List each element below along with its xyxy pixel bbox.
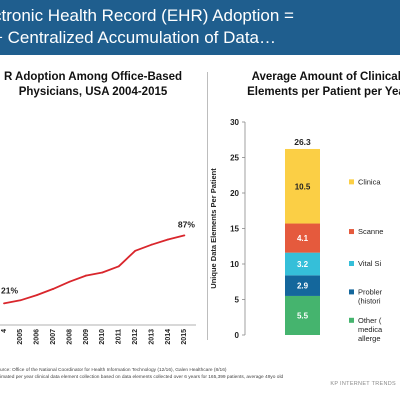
left-chart-title-line1: R Adoption Among Office-Based xyxy=(3,71,183,83)
slide-title-line2: + Centralized Accumulation of Data… xyxy=(0,28,277,47)
x-tick-label-2014: 2014 xyxy=(165,329,172,345)
data-point-2008 xyxy=(68,280,71,283)
legend-swatch-4 xyxy=(349,179,354,185)
x-tick-label-2007: 2007 xyxy=(50,329,57,345)
y-tick-label-25: 25 xyxy=(230,154,239,163)
data-point-2012 xyxy=(134,249,137,252)
ehr-adoption-line xyxy=(3,234,185,305)
right-chart-title-line1: Average Amount of Clinical D xyxy=(251,71,400,83)
footnote-source: urce: Office of the National Coordinator… xyxy=(0,368,227,373)
legend-label-2: Vital Si xyxy=(358,259,382,268)
data-point-2004 xyxy=(3,302,5,305)
ehr-adoption-line-chart: 4 2005 2006 2007 2008 2009 2010 2011 2012 2013 201… xyxy=(0,219,196,345)
data-point-2014 xyxy=(167,238,169,241)
bar-segment-1 xyxy=(285,275,320,296)
footnote-method: imated per year clinical data element co… xyxy=(0,375,284,380)
bar-segment-0 xyxy=(285,295,320,335)
x-tick-label-2006: 2006 xyxy=(34,329,41,345)
x-tick-label-2005: 2005 xyxy=(17,329,24,345)
x-tick-label-2015: 2015 xyxy=(181,329,188,345)
y-axis-title: Unique Data Elements Per Patient xyxy=(209,168,218,289)
bar-segment-4 xyxy=(285,148,320,224)
legend-label-1: Probler xyxy=(358,287,383,296)
legend-label-0: Other ( xyxy=(358,316,382,325)
data-point-2007 xyxy=(52,288,55,290)
data-point-2005 xyxy=(19,299,22,302)
data-point-2006 xyxy=(35,294,38,297)
bar-segment-value-0: 5.5 xyxy=(297,311,309,320)
legend-swatch-1 xyxy=(349,289,354,295)
x-tick-label-2004: 4 xyxy=(1,329,8,333)
data-point-2015 xyxy=(183,234,186,237)
data-point-2011 xyxy=(117,265,120,268)
y-tick-label-15: 15 xyxy=(230,225,239,234)
legend-label-0-line3: allerge xyxy=(358,334,381,343)
footer-brand: KP INTERNET TRENDS xyxy=(330,381,396,387)
right-chart-title: Average Amount of Clinical D Elements pe… xyxy=(222,70,400,100)
legend-swatch-0 xyxy=(349,317,354,323)
slide-title-line1: ctronic Health Record (EHR) Adoption = xyxy=(0,6,294,25)
bar-segment-2 xyxy=(285,252,320,276)
x-tick-label-2013: 2013 xyxy=(148,329,155,345)
data-point-2009 xyxy=(85,274,87,277)
legend-label-0-line2: medica xyxy=(358,325,383,334)
data-point-2013 xyxy=(150,243,153,246)
y-tick-label-30: 30 xyxy=(230,118,239,127)
bar-segment-value-2: 3.2 xyxy=(297,260,309,269)
data-elements-stacked-bar-chart: 0 5 10 15 20 25 30 Unique Data Elements Per Pat… xyxy=(209,118,383,343)
legend-label-4: Clinica xyxy=(358,177,381,186)
x-tick-label-2011: 2011 xyxy=(116,329,123,344)
bar-segment-value-3: 4.1 xyxy=(297,234,309,243)
bar-segment-value-4: 10.5 xyxy=(295,182,311,191)
bar-segment-value-1: 2.9 xyxy=(297,282,309,291)
bar-total-label: 26.3 xyxy=(294,137,311,147)
data-label-2004: 21% xyxy=(1,285,18,295)
left-chart-title: R Adoption Among Office-Based Physicians… xyxy=(0,70,188,100)
legend-swatch-3 xyxy=(349,229,354,235)
chart-divider xyxy=(207,72,208,340)
slide-header: ctronic Health Record (EHR) Adoption = +… xyxy=(0,0,400,55)
legend-swatch-2 xyxy=(349,261,354,266)
x-tick-label-2008: 2008 xyxy=(66,329,73,345)
x-tick-label-2012: 2012 xyxy=(132,329,139,345)
bar-segment-3 xyxy=(285,223,320,253)
y-tick-label-20: 20 xyxy=(230,189,239,198)
x-tick-label-2010: 2010 xyxy=(99,329,106,345)
right-chart-title-line2: Elements per Patient per Year*, xyxy=(247,86,400,98)
legend-label-3: Scanne xyxy=(358,227,383,236)
y-tick-label-0: 0 xyxy=(235,331,240,340)
data-label-2015: 87% xyxy=(178,219,195,229)
data-point-2010 xyxy=(101,271,104,274)
x-tick-label-2009: 2009 xyxy=(83,329,90,345)
left-chart-title-line2: Physicians, USA 2004-2015 xyxy=(18,86,168,98)
y-tick-label-10: 10 xyxy=(230,260,239,269)
legend-label-1-line2: (histori xyxy=(358,296,381,305)
y-tick-label-5: 5 xyxy=(235,296,240,305)
